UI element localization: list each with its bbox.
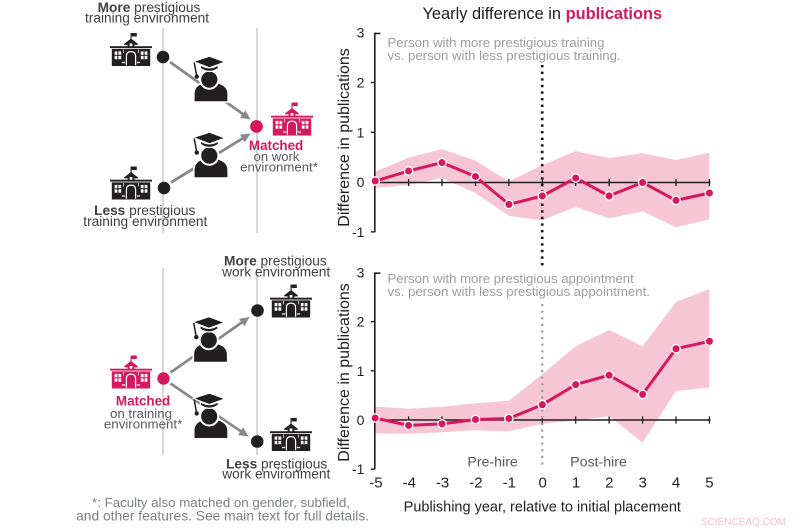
svg-text:3: 3: [639, 475, 647, 492]
svg-text:2: 2: [357, 314, 365, 330]
svg-text:Less prestigious: Less prestigious: [94, 203, 195, 218]
svg-text:Publishing year, relative to i: Publishing year, relative to initial pla…: [404, 500, 681, 516]
svg-text:0: 0: [357, 174, 365, 190]
svg-text:Matched: Matched: [116, 394, 170, 409]
svg-text:training environment: training environment: [85, 10, 209, 25]
svg-text:Difference in publications: Difference in publications: [336, 283, 353, 461]
svg-text:*: Faculty also matched on gen: *: Faculty also matched on gender, subfi…: [92, 495, 350, 510]
svg-text:environment*: environment*: [240, 160, 318, 175]
svg-text:Less prestigious: Less prestigious: [226, 456, 327, 471]
svg-text:SCIENCEAQ.COM: SCIENCEAQ.COM: [701, 517, 786, 528]
svg-text:and other features. See main t: and other features. See main text for fu…: [76, 509, 369, 524]
svg-text:on work: on work: [254, 149, 300, 164]
svg-text:2: 2: [605, 475, 613, 492]
svg-text:-1: -1: [352, 224, 365, 240]
svg-text:environment*: environment*: [104, 416, 182, 431]
svg-text:-2: -2: [469, 475, 482, 492]
svg-text:vs. person with less prestigio: vs. person with less prestigious appoint…: [388, 284, 650, 299]
svg-text:1: 1: [357, 363, 365, 379]
svg-text:Matched: Matched: [249, 138, 303, 153]
svg-text:-1: -1: [503, 475, 516, 492]
svg-text:Post-hire: Post-hire: [570, 454, 627, 470]
svg-text:training environment: training environment: [83, 214, 207, 229]
svg-text:3: 3: [357, 25, 365, 41]
svg-text:work environment: work environment: [221, 467, 330, 482]
svg-text:on training: on training: [110, 406, 172, 421]
svg-text:Pre-hire: Pre-hire: [467, 454, 518, 470]
svg-text:vs. person with less prestigio: vs. person with less prestigious trainin…: [388, 48, 621, 63]
svg-text:-1: -1: [352, 461, 365, 477]
svg-text:1: 1: [357, 124, 365, 140]
svg-text:Difference in publications: Difference in publications: [336, 48, 353, 226]
svg-text:-4: -4: [403, 475, 416, 492]
svg-text:Yearly difference in publicati: Yearly difference in publications: [423, 5, 663, 23]
svg-text:Person with more prestigious a: Person with more prestigious appointment: [388, 271, 635, 286]
svg-text:More prestigious: More prestigious: [224, 254, 327, 269]
svg-text:Person with more prestigious t: Person with more prestigious training: [388, 35, 605, 50]
svg-text:3: 3: [357, 264, 365, 280]
svg-text:More prestigious: More prestigious: [98, 0, 201, 15]
svg-text:0: 0: [357, 412, 365, 428]
svg-text:work environment: work environment: [221, 265, 330, 280]
svg-text:-3: -3: [436, 475, 449, 492]
svg-text:0: 0: [538, 475, 546, 492]
svg-text:1: 1: [572, 475, 580, 492]
svg-text:-5: -5: [369, 475, 382, 492]
svg-text:2: 2: [357, 75, 365, 91]
svg-text:5: 5: [705, 475, 713, 492]
svg-text:4: 4: [672, 475, 680, 492]
